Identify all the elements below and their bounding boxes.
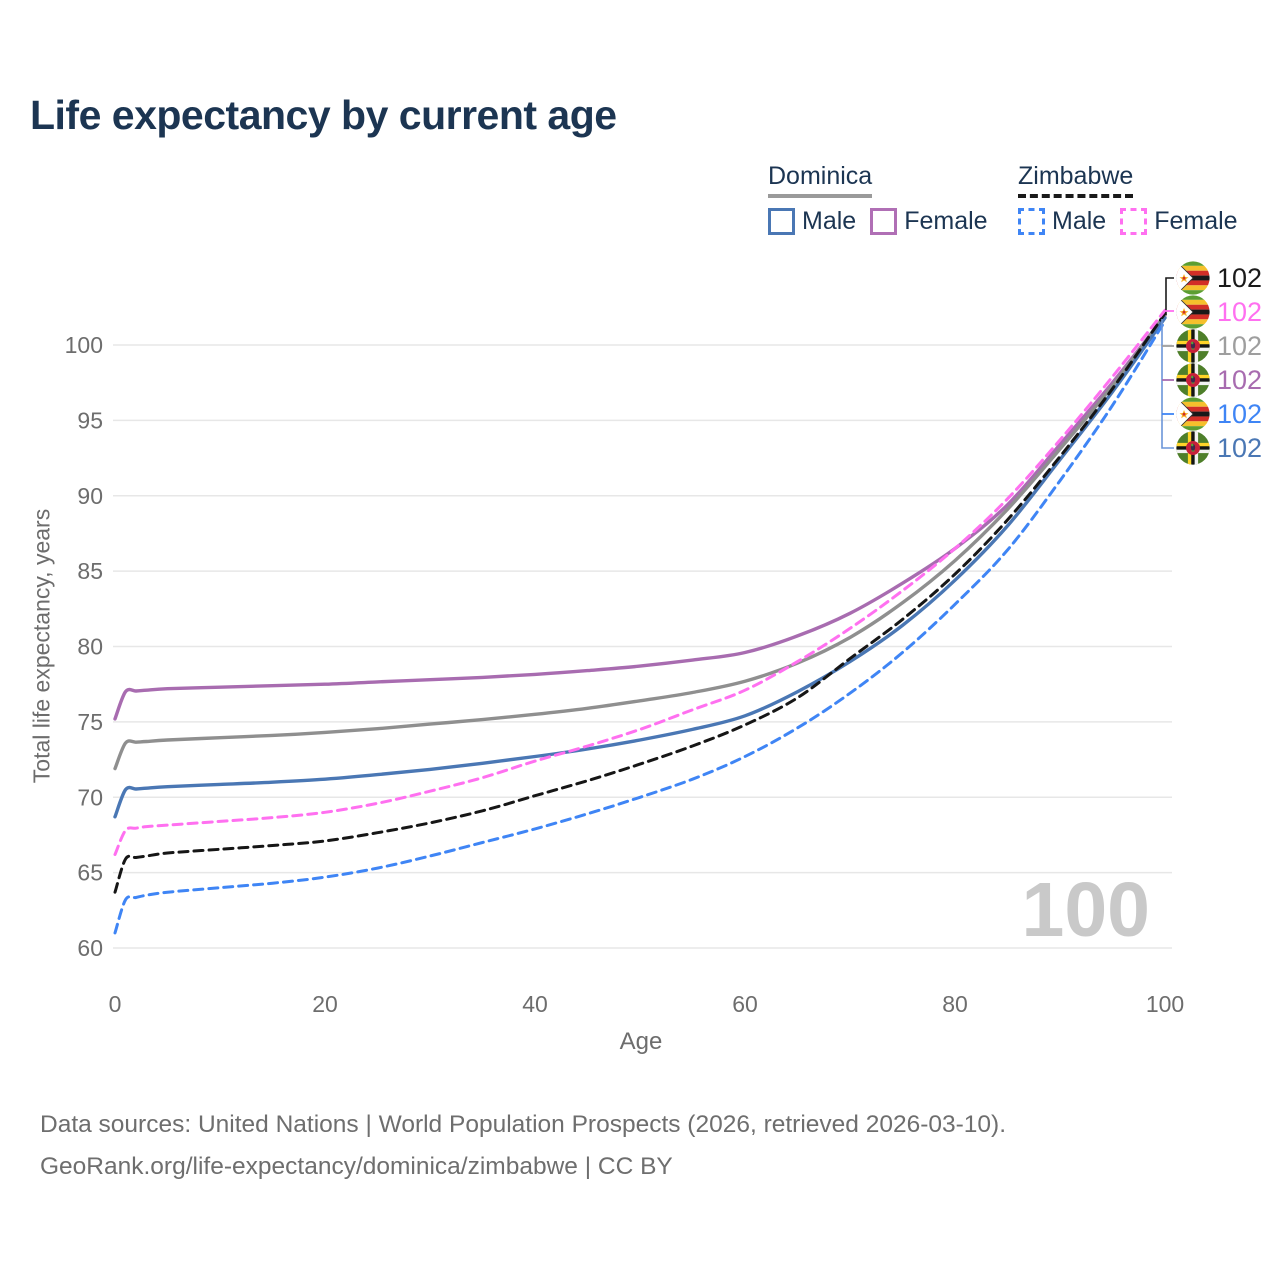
end-label-row-dominica[interactable]: 102 [1176, 329, 1262, 363]
dominica-flag-icon [1176, 329, 1210, 363]
y-tick-label-90: 90 [77, 483, 103, 509]
end-label-row-zimbabwe[interactable]: 102 [1176, 261, 1262, 295]
line-zimbabwe-female[interactable] [113, 308, 1167, 856]
y-axis-title: Total life expectancy, years [28, 508, 55, 784]
end-label-value: 102 [1217, 330, 1263, 361]
legend-country-dominica[interactable]: Dominica [768, 162, 873, 198]
end-label-value: 102 [1217, 364, 1263, 395]
zimbabwe-flag-icon [1176, 397, 1210, 431]
legend-group-dominica: Dominica Male Female [768, 162, 1002, 236]
dominica-flag-icon [1176, 363, 1210, 397]
x-axis-title: Age [619, 1028, 663, 1055]
y-tick-label-65: 65 [77, 860, 103, 886]
line-dominica-female[interactable] [113, 313, 1167, 721]
gridlines [113, 344, 1172, 949]
legend-label-zimbabwe-male[interactable]: Male [1052, 207, 1107, 235]
chart-title: Life expectancy by current age [30, 92, 617, 138]
axis-tick-labels: 60 65 70 75 80 85 90 95 100 0 20 40 60 80 100 [65, 332, 1185, 1017]
legend-country-zimbabwe[interactable]: Zimbabwe [1018, 162, 1134, 198]
legend-items-dominica: Male Female [768, 207, 1002, 236]
attribution-line: GeoRank.org/life-expectancy/dominica/zim… [40, 1153, 673, 1181]
legend-items-zimbabwe: Male Female [1018, 207, 1252, 236]
dominica-flag-icon [1176, 431, 1210, 465]
y-tick-label-75: 75 [77, 709, 103, 735]
data-curves [113, 308, 1167, 935]
legend-swatch-dominica-male[interactable] [768, 208, 795, 235]
x-tick-label-40: 40 [522, 991, 548, 1017]
line-dominica-male[interactable] [113, 316, 1167, 819]
line-zimbabwe-all[interactable] [113, 311, 1167, 894]
zimbabwe-flag-icon [1176, 295, 1210, 329]
y-tick-label-85: 85 [77, 558, 103, 584]
end-label-value: 102 [1217, 398, 1263, 429]
line-zimbabwe-male[interactable] [113, 319, 1167, 935]
x-tick-label-0: 0 [109, 991, 122, 1017]
y-tick-label-70: 70 [77, 784, 103, 810]
legend-swatch-zimbabwe-female[interactable] [1120, 208, 1148, 235]
legend-label-dominica-female[interactable]: Female [904, 207, 988, 235]
end-label-connectors [1161, 277, 1174, 449]
data-sources-line: Data sources: United Nations | World Pop… [40, 1111, 1007, 1138]
zimbabwe-flag-icon [1176, 261, 1210, 295]
watermark-age-indicator: 100 [1021, 867, 1150, 953]
y-tick-label-95: 95 [77, 407, 103, 433]
legend-label-zimbabwe-female[interactable]: Female [1154, 207, 1238, 235]
x-tick-label-80: 80 [942, 991, 968, 1017]
x-tick-label-20: 20 [312, 991, 338, 1017]
y-tick-label-80: 80 [77, 634, 103, 660]
legend-swatch-zimbabwe-male[interactable] [1018, 208, 1045, 235]
end-label-row-zimbabwe-male[interactable]: 102 [1176, 397, 1262, 431]
end-label-row-dominica-female[interactable]: 102 [1176, 363, 1262, 397]
legend-group-zimbabwe: Zimbabwe Male Female [1018, 162, 1252, 236]
connector-trunk [1161, 319, 1174, 449]
end-label-value: 102 [1217, 296, 1263, 327]
end-label-row-dominica-male[interactable]: 102 [1176, 431, 1262, 465]
y-tick-label-100: 100 [65, 332, 103, 358]
x-tick-label-100: 100 [1146, 991, 1184, 1017]
legend-label-dominica-male[interactable]: Male [802, 207, 857, 235]
line-dominica-all[interactable] [113, 313, 1167, 771]
footer: Data sources: United Nations | World Pop… [40, 1104, 1006, 1188]
end-label-row-zimbabwe-female[interactable]: 102 [1176, 295, 1262, 329]
y-tick-label-60: 60 [77, 935, 103, 961]
legend-swatch-dominica-female[interactable] [870, 208, 898, 235]
end-label-value: 102 [1217, 432, 1263, 463]
x-tick-label-60: 60 [732, 991, 758, 1017]
end-label-value: 102 [1217, 262, 1263, 293]
connector-zimbabwe [1165, 277, 1174, 315]
